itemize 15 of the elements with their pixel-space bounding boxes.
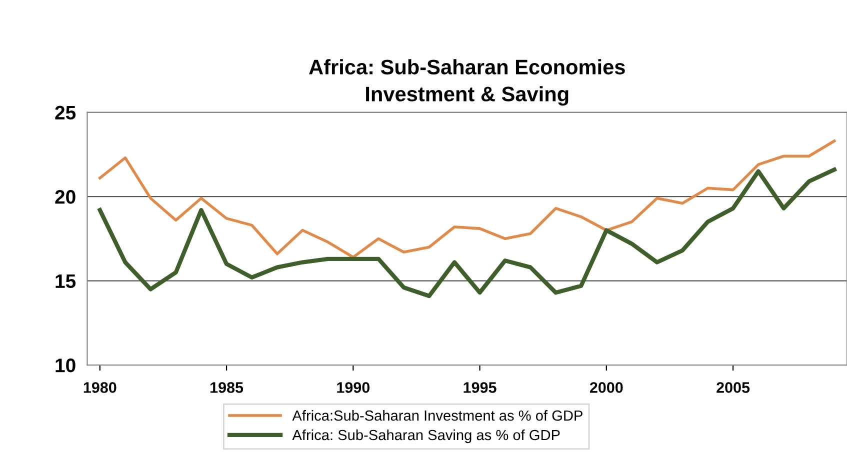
- x-tick-label: 1980: [84, 382, 116, 393]
- chart-title: Africa: Sub-Saharan Economies Investment & Saving: [309, 59, 625, 106]
- line-series: [98, 168, 836, 298]
- line-series: [98, 140, 836, 259]
- y-tick-label: 10: [56, 358, 76, 372]
- y-tick-label: 25: [55, 106, 76, 120]
- y-tick-label: 20: [55, 190, 76, 204]
- x-tick-label: 2000: [590, 382, 623, 393]
- legend-label: Africa: Sub-Saharan Saving as % of GDP: [292, 429, 560, 444]
- legend-label: Africa:Sub-Saharan Investment as % of GDP: [292, 410, 582, 421]
- x-tick-label: 2005: [716, 382, 750, 393]
- x-tick-label: 1985: [210, 382, 244, 393]
- x-tick-label: 1990: [337, 382, 370, 393]
- x-tick-label: 1995: [464, 382, 496, 393]
- y-tick-label: 15: [56, 274, 76, 288]
